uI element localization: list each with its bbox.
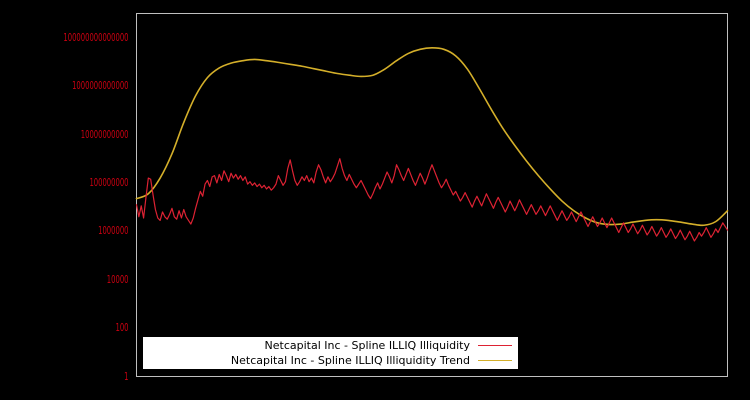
legend-label-illiq: Netcapital Inc - Spline ILLIQ Illiquidit…: [264, 339, 470, 352]
y-tick-label: 10000000000: [80, 127, 129, 141]
legend-swatch-illiq: [478, 345, 512, 346]
y-tick-label: 100: [115, 321, 129, 335]
y-tick-label: 10000: [106, 272, 129, 286]
y-tick-label: 100000000000000: [63, 30, 129, 44]
series-line-illiq: [135, 158, 729, 242]
legend-entry-trend[interactable]: Netcapital Inc - Spline ILLIQ Illiquidit…: [143, 353, 518, 368]
series-layer: [135, 47, 729, 242]
legend-entry-illiq[interactable]: Netcapital Inc - Spline ILLIQ Illiquidit…: [143, 338, 518, 353]
legend-swatch-trend: [478, 360, 512, 361]
chart-legend[interactable]: Netcapital Inc - Spline ILLIQ Illiquidit…: [143, 337, 518, 369]
legend-label-trend: Netcapital Inc - Spline ILLIQ Illiquidit…: [230, 354, 470, 367]
y-tick-label: 1000000000000: [72, 79, 129, 93]
series-line-trend: [135, 47, 729, 227]
y-tick-label: 100000000: [89, 175, 129, 189]
y-tick-label: 1: [124, 369, 129, 383]
axes-frame: [136, 13, 728, 377]
y-tick-label: 1000000: [98, 224, 129, 238]
